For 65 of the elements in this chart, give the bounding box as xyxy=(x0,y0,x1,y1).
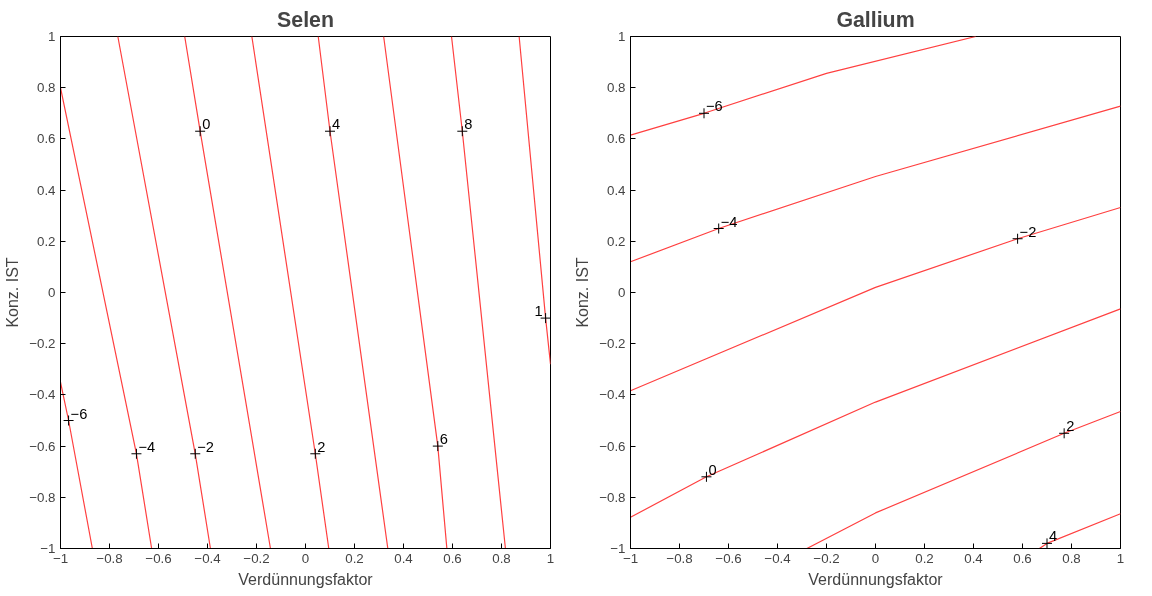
x-tick-label: 0.6 xyxy=(443,550,462,566)
y-tick-label: 1 xyxy=(618,29,626,44)
annotation: −4 xyxy=(138,438,156,455)
x-tick-label: −0.2 xyxy=(813,550,840,566)
x-tick-label: 0.6 xyxy=(1013,550,1032,566)
annotation: −2 xyxy=(197,438,214,455)
y-tick-label: 0.8 xyxy=(606,80,626,96)
y-tick-label: 0.2 xyxy=(606,233,626,249)
y-tick-label: −0.6 xyxy=(599,438,626,454)
y-tick-label: 0.4 xyxy=(606,182,627,198)
chart-title: Gallium xyxy=(836,7,915,32)
x-tick-label: 0.2 xyxy=(915,550,934,566)
annotation: 1 xyxy=(534,303,543,320)
y-tick-label: −0.2 xyxy=(599,336,626,352)
x-tick-label: −0.4 xyxy=(194,550,222,566)
annotation: −6 xyxy=(706,98,723,115)
x-axis-title: Verdünnungsfaktor xyxy=(808,570,944,588)
y-axis-title: Konz. IST xyxy=(574,257,592,328)
annotation: 4 xyxy=(1049,528,1058,545)
y-tick-label: 0.8 xyxy=(36,80,56,96)
x-tick-label: −0.2 xyxy=(243,550,270,566)
y-tick-label: 0.6 xyxy=(606,131,626,147)
annotation: 4 xyxy=(332,116,341,133)
y-tick-label: 0.6 xyxy=(36,131,56,147)
x-tick-label: 0.4 xyxy=(394,550,414,566)
x-tick-label: 0 xyxy=(301,550,310,566)
y-tick-label: −0.2 xyxy=(29,336,56,352)
y-tick-label: 0.4 xyxy=(36,182,57,198)
annotation: 2 xyxy=(317,438,326,455)
y-tick-label: 0 xyxy=(618,285,626,300)
annotation: 0 xyxy=(708,461,717,478)
annotation: −6 xyxy=(70,405,88,422)
y-tick-label: −0.4 xyxy=(599,387,627,403)
annotation: −4 xyxy=(720,213,738,230)
x-tick-label: 1 xyxy=(1116,550,1125,566)
x-tick-label: −0.8 xyxy=(666,550,693,566)
x-tick-label: 0.4 xyxy=(964,550,984,566)
y-tick-label: −0.8 xyxy=(29,489,56,505)
x-tick-label: 0 xyxy=(871,550,880,566)
y-tick-label: 1 xyxy=(48,29,56,44)
y-tick-label: −0.4 xyxy=(29,387,57,403)
y-tick-label: 0 xyxy=(48,285,56,300)
x-tick-label: 0.8 xyxy=(1062,550,1081,566)
y-axis-title: Konz. IST xyxy=(4,257,22,328)
x-tick-label: −0.6 xyxy=(715,550,742,566)
x-tick-label: −0.4 xyxy=(764,550,792,566)
y-tick-label: −0.8 xyxy=(599,489,626,505)
annotation: 8 xyxy=(464,116,473,133)
line-series xyxy=(630,308,1121,518)
line-series xyxy=(630,206,1121,392)
annotation: 0 xyxy=(202,116,211,133)
chart-title: Selen xyxy=(277,7,334,32)
x-tick-label: −0.6 xyxy=(145,550,172,566)
annotation: 2 xyxy=(1066,418,1075,435)
x-tick-label: 0.8 xyxy=(492,550,511,566)
annotation: 6 xyxy=(439,431,448,448)
y-tick-label: −0.6 xyxy=(29,438,56,454)
line-series xyxy=(630,36,977,136)
y-tick-label: 0.2 xyxy=(36,233,56,249)
annotation: −2 xyxy=(1019,223,1037,240)
x-tick-label: −0.8 xyxy=(96,550,123,566)
x-tick-label: 0.2 xyxy=(345,550,364,566)
x-tick-label: 1 xyxy=(546,550,555,566)
line-series xyxy=(806,410,1121,549)
x-axis-title: Verdünnungsfaktor xyxy=(238,570,374,588)
